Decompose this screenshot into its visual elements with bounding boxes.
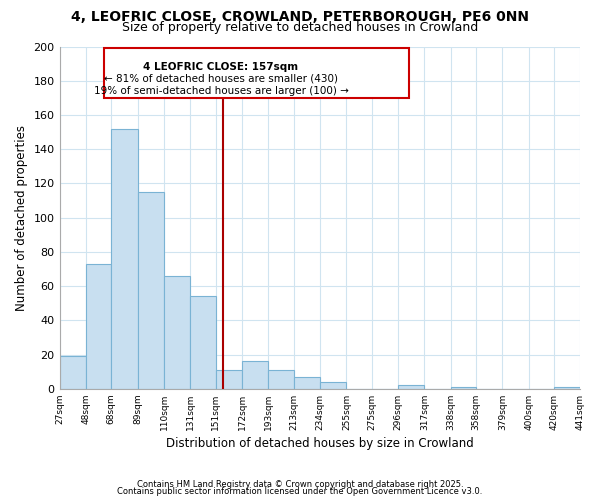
- FancyBboxPatch shape: [104, 48, 409, 98]
- Y-axis label: Number of detached properties: Number of detached properties: [15, 124, 28, 310]
- Text: 4 LEOFRIC CLOSE: 157sqm: 4 LEOFRIC CLOSE: 157sqm: [143, 62, 299, 72]
- Bar: [242, 362, 268, 389]
- Text: Size of property relative to detached houses in Crowland: Size of property relative to detached ho…: [122, 21, 478, 34]
- Text: 19% of semi-detached houses are larger (100) →: 19% of semi-detached houses are larger (…: [94, 86, 349, 96]
- Text: Contains public sector information licensed under the Open Government Licence v3: Contains public sector information licen…: [118, 487, 482, 496]
- Bar: [215, 370, 242, 389]
- Bar: [86, 264, 111, 389]
- Bar: [293, 377, 320, 389]
- Bar: [190, 296, 215, 389]
- Bar: [398, 386, 424, 389]
- Bar: [137, 192, 164, 389]
- Bar: [59, 356, 86, 389]
- Text: ← 81% of detached houses are smaller (430): ← 81% of detached houses are smaller (43…: [104, 74, 338, 84]
- Bar: [320, 382, 346, 389]
- Bar: [554, 387, 580, 389]
- Bar: [111, 128, 137, 389]
- Bar: [268, 370, 293, 389]
- Bar: [451, 387, 476, 389]
- X-axis label: Distribution of detached houses by size in Crowland: Distribution of detached houses by size …: [166, 437, 474, 450]
- Text: Contains HM Land Registry data © Crown copyright and database right 2025.: Contains HM Land Registry data © Crown c…: [137, 480, 463, 489]
- Text: 4, LEOFRIC CLOSE, CROWLAND, PETERBOROUGH, PE6 0NN: 4, LEOFRIC CLOSE, CROWLAND, PETERBOROUGH…: [71, 10, 529, 24]
- Bar: [164, 276, 190, 389]
